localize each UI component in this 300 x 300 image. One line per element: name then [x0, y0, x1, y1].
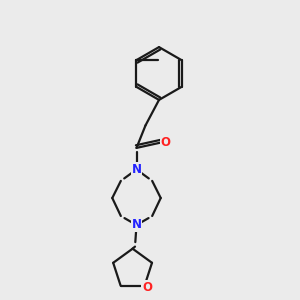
Text: O: O [160, 136, 171, 149]
Text: N: N [131, 218, 142, 232]
Text: N: N [131, 163, 142, 176]
Text: O: O [142, 280, 152, 294]
